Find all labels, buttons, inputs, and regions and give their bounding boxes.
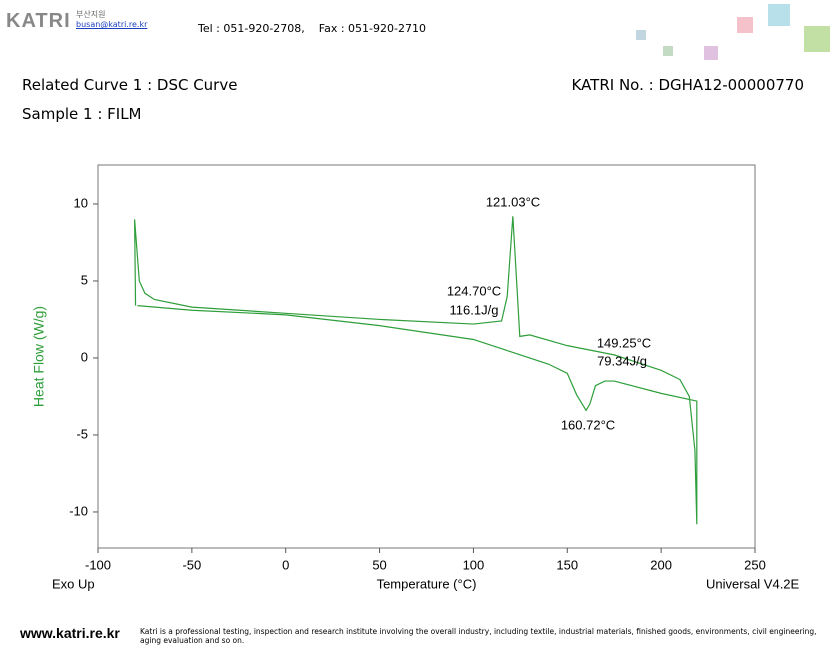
annotation: 160.72°C: [561, 417, 615, 432]
y-tick-label: 10: [74, 195, 88, 210]
annotation: 121.03°C: [486, 194, 540, 209]
annotation: 149.25°C: [597, 335, 651, 350]
chart: -100 -50 0 50 100 150 200 250-10-50510Temperatu…: [31, 164, 800, 591]
contact: Tel : 051-920-2708, Fax : 051-920-2710: [198, 22, 426, 35]
decor: [663, 46, 673, 56]
x-tick-label: 200: [650, 557, 672, 572]
plot-frame: [97, 164, 756, 549]
software-label: Universal V4.2E: [706, 576, 800, 591]
curve-title: Related Curve 1 : DSC Curve: [22, 76, 238, 94]
exo-label: Exo Up: [52, 576, 95, 591]
annotation: 124.70°C: [447, 283, 501, 298]
email[interactable]: busan@katri.re.kr: [76, 20, 148, 29]
decor: [804, 26, 830, 52]
annotation: 79.34J/g: [597, 353, 647, 368]
x-tick-label: 50: [372, 557, 386, 572]
decor: [704, 46, 718, 60]
y-tick-label: -10: [69, 503, 88, 518]
heat-flow-curve: [134, 216, 698, 525]
y-axis-label: Heat Flow (W/g): [31, 306, 47, 407]
footer-site: www.katri.re.kr: [20, 625, 120, 641]
katri-no: KATRI No. : DGHA12-00000770: [571, 76, 805, 94]
x-tick-label: 100: [463, 557, 485, 572]
decor: [768, 4, 790, 26]
x-tick-label: 0: [282, 557, 289, 572]
y-tick-label: 5: [81, 272, 88, 287]
decor: [737, 17, 753, 33]
logo: KATRI: [6, 10, 71, 32]
x-axis-label: Temperature (°C): [377, 576, 477, 591]
y-tick-label: -5: [76, 426, 88, 441]
sample: Sample 1 : FILM: [22, 105, 142, 123]
x-tick-label: 150: [556, 557, 578, 572]
x-tick-label: -100: [85, 557, 111, 572]
y-tick-label: 0: [81, 349, 88, 364]
branch: 부산지원: [76, 10, 106, 19]
x-tick-label: -50: [182, 557, 201, 572]
annotation: 116.1J/g: [450, 302, 499, 317]
decor: [636, 30, 646, 40]
x-tick-label: 250: [744, 557, 766, 572]
footer-text: Katri is a professional testing, inspect…: [140, 627, 817, 645]
